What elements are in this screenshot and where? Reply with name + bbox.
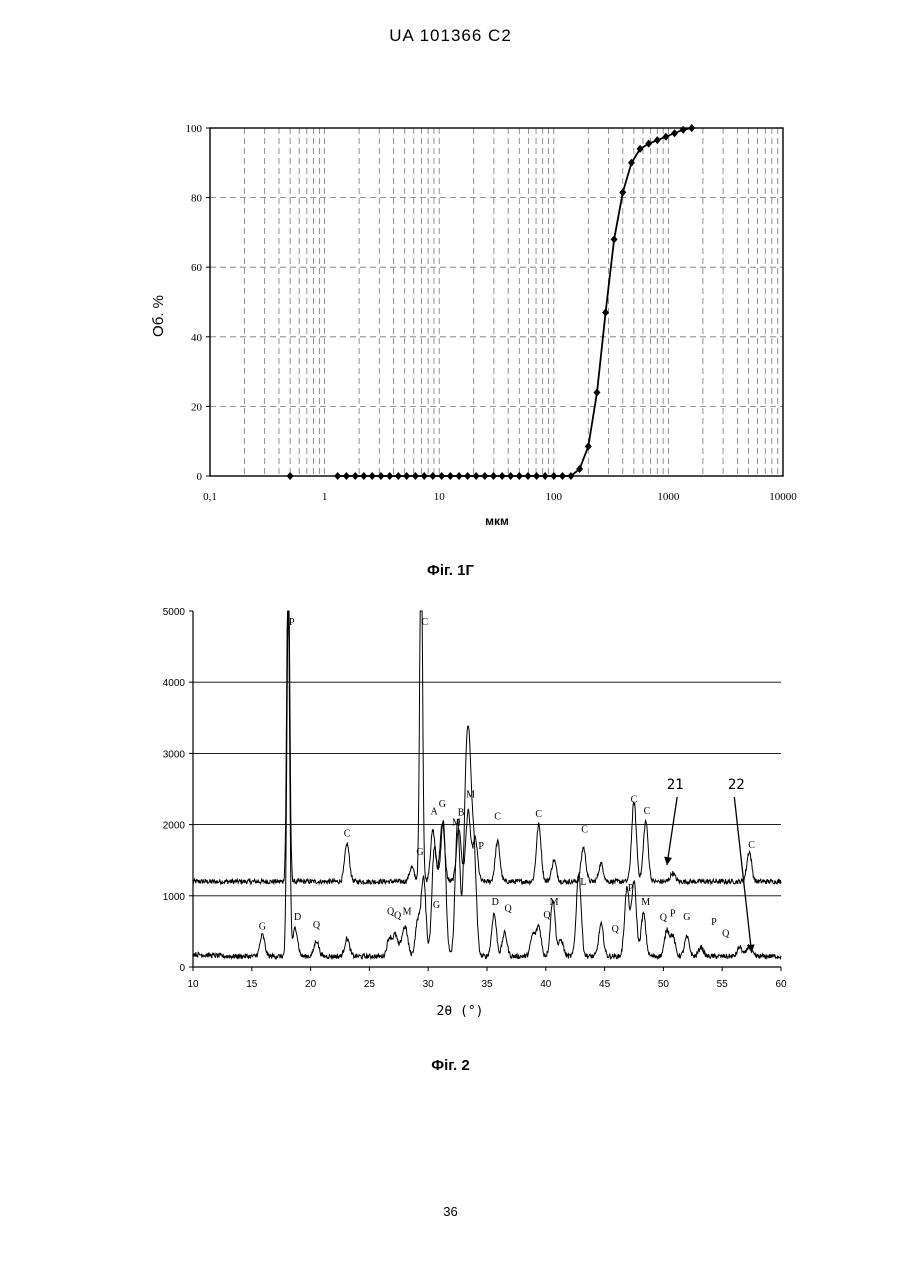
phase-label: Q: [313, 920, 321, 931]
phase-label: Q: [543, 910, 551, 921]
annotation-arrowhead: [664, 857, 672, 866]
phase-label: Q: [612, 924, 620, 935]
xrd-series-21: PCCAGMBMPCCCCCC21: [193, 611, 781, 884]
phase-label: G: [433, 900, 440, 911]
series-annotation-label: 21: [667, 777, 684, 793]
phase-label: C: [644, 806, 651, 817]
phase-label: D: [492, 897, 499, 908]
phase-label: Q: [505, 903, 513, 914]
x-tick-label: 50: [658, 979, 670, 990]
phase-label: L: [580, 877, 586, 888]
xrd-series-22: GDQQQMGGDQQMLQPMQPGPQ22: [193, 611, 781, 959]
phase-label: P: [628, 883, 634, 894]
phase-label: A: [430, 807, 438, 818]
x-tick-label: 20: [305, 979, 317, 990]
phase-label: Q: [394, 911, 402, 922]
series-line: [193, 611, 781, 884]
x-tick-label: 15: [246, 979, 258, 990]
x-tick-label: 35: [481, 979, 493, 990]
xrd-chart: 0 1000 2000 3000 4000 5000 10 15 20 25 30 35 40 45 50 5…: [0, 0, 901, 1040]
phase-label: Q: [660, 913, 668, 924]
phase-label: G: [416, 847, 423, 858]
phase-label: P: [711, 917, 717, 928]
series-annotation-label: 22: [728, 777, 745, 793]
phase-label: C: [631, 795, 638, 806]
x-axis-title: 2θ (°): [437, 1004, 484, 1019]
phase-label: C: [581, 824, 588, 835]
phase-label: M: [641, 897, 650, 908]
y-tick-label: 3000: [163, 749, 186, 760]
phase-label: M: [466, 790, 475, 801]
y-tick-label: 0: [179, 963, 185, 974]
phase-label: Q: [722, 928, 730, 939]
phase-label: C: [748, 840, 755, 851]
annotation-arrow: [734, 797, 751, 953]
phase-label: C: [535, 809, 542, 820]
phase-label: P: [670, 908, 676, 919]
phase-label: G: [439, 799, 446, 810]
y-tick-label: 4000: [163, 678, 186, 689]
x-tick-label: 45: [599, 979, 611, 990]
y-tick-label: 5000: [163, 607, 186, 618]
phase-label: D: [294, 912, 301, 923]
x-tick-label: 55: [717, 979, 729, 990]
phase-label: P: [289, 617, 295, 628]
x-tick-label: 40: [540, 979, 552, 990]
phase-label: C: [494, 812, 501, 823]
phase-label: P: [478, 841, 484, 852]
phase-label: G: [259, 921, 266, 932]
phase-label: M: [403, 906, 412, 917]
figure-2-caption: Фіг. 2: [0, 1057, 901, 1074]
x-tick-label: 25: [364, 979, 376, 990]
x-tick-label: 30: [423, 979, 435, 990]
phase-label: G: [683, 912, 690, 923]
y-tick-label: 2000: [163, 821, 186, 832]
annotation-arrow: [667, 797, 677, 865]
y-tick-label: 1000: [163, 892, 186, 903]
x-tick-label: 10: [187, 979, 199, 990]
phase-label: C: [344, 829, 351, 840]
phase-label: M: [550, 897, 559, 908]
x-tick-label: 60: [775, 979, 787, 990]
phase-label: C: [421, 617, 428, 628]
phase-label: B: [458, 807, 465, 818]
page-number: 36: [0, 1204, 901, 1219]
series-line: [193, 611, 781, 959]
